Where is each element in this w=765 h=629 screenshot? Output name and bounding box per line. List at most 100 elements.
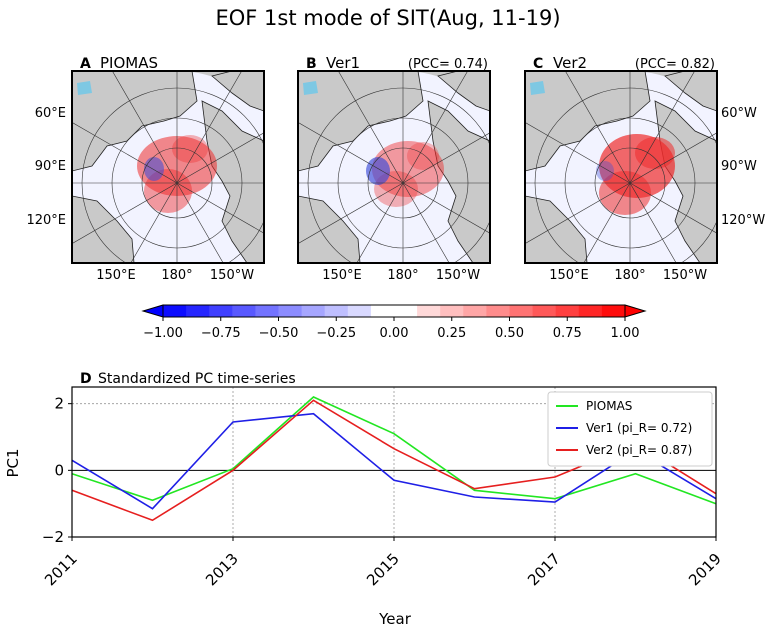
y-axis-label: PC1 xyxy=(4,448,22,477)
meridian-line xyxy=(337,71,404,184)
panel-name: Ver2 xyxy=(553,54,587,72)
x-tick-label: 2013 xyxy=(202,550,242,590)
longitude-label: 180° xyxy=(387,268,418,283)
map-panels: A PIOMAS 150°E 180° 150°W 60°E 90°E 120°E B Ver1 (… xyxy=(26,54,765,283)
legend-label: Ver2 (pi_R= 0.87) xyxy=(586,443,692,457)
longitude-label: 150°W xyxy=(210,268,254,283)
latitude-label-right: 90°W xyxy=(721,159,757,174)
colorbar-segment xyxy=(509,305,534,317)
map-panel-b: B Ver1 (PCC= 0.74) 150°E 180° 150°W xyxy=(297,54,491,283)
colorbar-segment xyxy=(532,305,557,317)
map-panel-c: C Ver2 (PCC= 0.82) 150°E 180° 150°W 60°W 90°W 12… xyxy=(524,54,765,283)
panel-name: PIOMAS xyxy=(100,54,158,72)
panel-letter: B xyxy=(306,56,317,72)
europe-land xyxy=(525,195,588,263)
colorbar: −1.00 −0.75 −0.50 −0.25 0.00 0.25 0.50 0.75 1.00 xyxy=(141,304,647,341)
longitude-label: 180° xyxy=(614,268,645,283)
colorbar-segment xyxy=(209,305,233,317)
longitude-label: 150°W xyxy=(436,268,480,283)
meridian-line xyxy=(402,132,490,184)
colorbar-segment xyxy=(417,305,441,317)
colorbar-min-extend xyxy=(141,304,164,318)
meridian-line xyxy=(583,182,631,263)
colorbar-segment xyxy=(232,305,256,317)
meridian-line xyxy=(176,132,264,184)
meridian-line xyxy=(72,122,178,184)
meridian-line xyxy=(402,71,469,184)
latitude-label-left: 90°E xyxy=(35,159,66,174)
map-frame xyxy=(524,70,718,264)
meridian-line xyxy=(629,182,677,263)
colorbar-segment xyxy=(370,305,395,317)
longitude-label: 150°W xyxy=(663,268,707,283)
meridian-line xyxy=(564,71,631,184)
latitude-label-left: 120°E xyxy=(26,213,66,228)
colorbar-tick-label: 1.00 xyxy=(611,326,640,341)
meridian-line xyxy=(298,182,404,244)
lake-patch xyxy=(530,81,545,95)
meridian-line xyxy=(402,182,490,234)
colorbar-segment xyxy=(440,305,464,317)
map-frame xyxy=(71,70,265,264)
meridian-line xyxy=(111,71,178,184)
x-tick-label: 2019 xyxy=(685,550,725,590)
colorbar-tick-label: −0.75 xyxy=(201,326,241,341)
map-area xyxy=(298,71,490,263)
alaska-land xyxy=(211,71,264,112)
europe-land xyxy=(72,195,135,263)
meridian-line xyxy=(629,132,717,184)
meridian-line xyxy=(629,71,696,184)
positive-anomaly-patch xyxy=(407,142,439,170)
meridian-line xyxy=(356,182,404,263)
colorbar-segment xyxy=(163,305,187,317)
colorbar-segment xyxy=(394,305,418,317)
meridian-line xyxy=(176,182,264,234)
figure-title: EOF 1st mode of SIT(Aug, 11-19) xyxy=(215,6,560,30)
positive-anomaly-patch xyxy=(599,171,651,215)
lake-patch xyxy=(303,81,318,95)
x-tick-label: 2017 xyxy=(524,550,564,590)
panel-letter: C xyxy=(533,56,543,72)
colorbar-tick-label: 0.00 xyxy=(380,326,409,341)
colorbar-segment xyxy=(486,305,510,317)
x-tick-label: 2015 xyxy=(363,550,403,590)
panel-name: Ver1 xyxy=(326,54,360,72)
panel-pcc: (PCC= 0.82) xyxy=(635,57,715,72)
colorbar-segment xyxy=(186,305,210,317)
y-tick-label: 2 xyxy=(54,395,64,413)
panel-d-letter: D xyxy=(80,371,92,387)
latitude-label-left: 60°E xyxy=(35,106,66,121)
negative-anomaly-patch xyxy=(596,161,614,181)
colorbar-segment xyxy=(463,305,487,317)
meridian-line xyxy=(525,182,631,244)
x-axis-label: Year xyxy=(378,610,412,628)
latitude-label-right: 120°W xyxy=(721,213,765,228)
colorbar-segment xyxy=(578,305,603,317)
positive-anomaly-patch xyxy=(635,137,675,169)
legend-label: Ver1 (pi_R= 0.72) xyxy=(586,421,692,435)
x-tick-label: 2011 xyxy=(41,550,81,590)
series-line xyxy=(71,412,717,510)
y-tick-label: −2 xyxy=(42,528,64,546)
meridian-line xyxy=(176,71,243,184)
y-tick-label: 0 xyxy=(54,461,64,479)
map-panel-a: A PIOMAS 150°E 180° 150°W 60°E 90°E 120°E xyxy=(26,54,265,283)
map-area xyxy=(525,71,717,263)
meridian-line xyxy=(629,182,717,234)
siberia-land xyxy=(525,71,651,172)
meridian-line xyxy=(402,182,450,263)
panel-letter: A xyxy=(80,56,91,72)
colorbar-segment xyxy=(601,305,626,317)
chart-legend: PIOMAS Ver1 (pi_R= 0.72) Ver2 (pi_R= 0.87) xyxy=(547,391,713,467)
colorbar-max-extend xyxy=(624,304,647,318)
colorbar-segment xyxy=(255,305,279,317)
map-frame xyxy=(297,70,491,264)
alaska-land xyxy=(437,71,490,112)
europe-land xyxy=(298,195,361,263)
colorbar-tick-label: 0.25 xyxy=(437,326,466,341)
longitude-label: 150°E xyxy=(549,268,589,283)
panel-pcc: (PCC= 0.74) xyxy=(408,57,488,72)
pc-time-series-chart: D Standardized PC time-series 2011 2013 20… xyxy=(4,371,725,628)
longitude-label: 150°E xyxy=(322,268,362,283)
